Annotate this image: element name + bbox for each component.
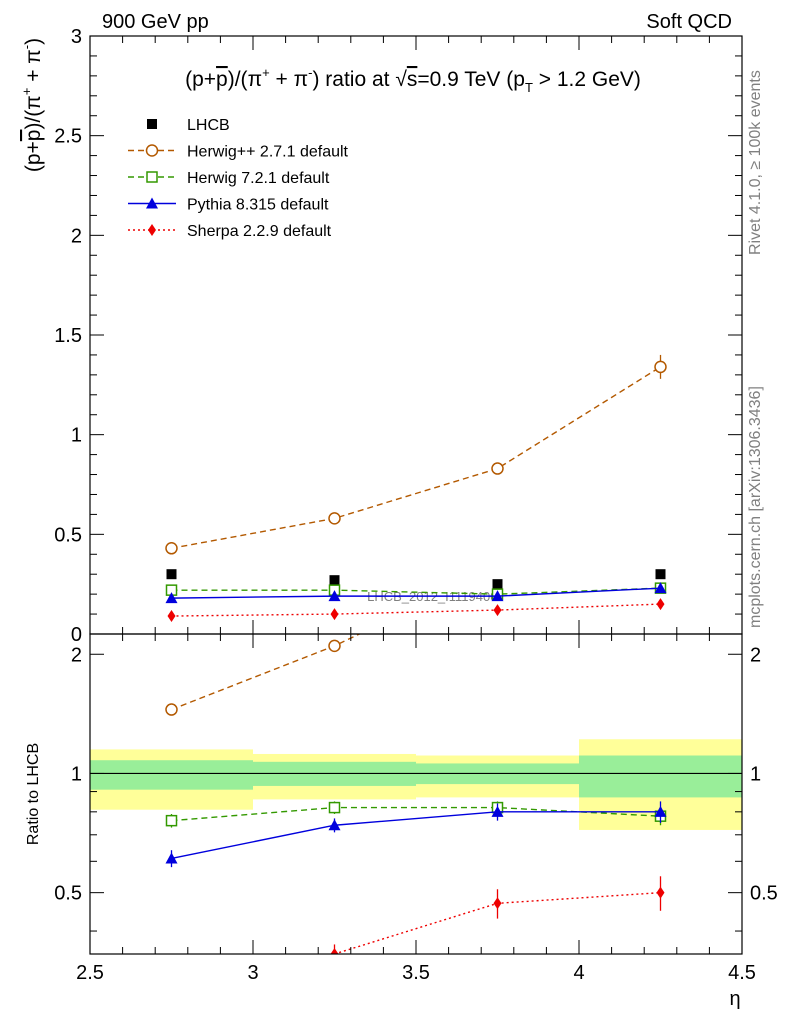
main-y-label: (p+p)/(π+ + π-) [19, 38, 45, 172]
main-herwig-2-7-1-default-point [165, 542, 178, 555]
header-right: Soft QCD [646, 11, 732, 33]
ratio-sherpa-2-2-9-default-point [656, 886, 665, 899]
main-herwig-2-7-1-default-point [491, 462, 504, 475]
legend-pythia-8-315-default-marker [146, 197, 158, 209]
main-lhcb-point [329, 575, 340, 586]
ratio-herwig-7-2-1-default-line [171, 806, 661, 822]
ratio-herwig-7-2-1-default-point [165, 814, 178, 827]
ratio-herwig-2-7-1-default-point [492, 563, 503, 574]
ratio-bands-group [90, 739, 742, 830]
ratio-xtick-label: 4 [573, 962, 584, 984]
main-pythia-8-315-default-point [654, 582, 667, 594]
main-lhcb-point [655, 569, 666, 580]
legend: LHCB Herwig++ 2.7.1 default Herwig 7.2.1 d… [128, 117, 349, 240]
main-ytick-label: 0 [71, 624, 82, 646]
main-sherpa-2-2-9-default-point [167, 610, 176, 623]
side-text-top: Rivet 4.1.0, ≥ 100k events [747, 70, 764, 255]
main-pythia-8-315-default-point [165, 592, 178, 604]
ratio-herwig-2-7-1-default-line [171, 634, 362, 711]
x-axis-label: η [729, 988, 740, 1010]
ratio-herwig-7-2-1-default-point [328, 801, 341, 814]
side-text-bottom: mcplots.cern.ch [arXiv:1306.3436] [747, 386, 764, 628]
main-herwig-2-7-1-default-point [654, 360, 667, 374]
ratio-ytick-label-left: 2 [71, 644, 82, 666]
ratio-axes: 0.5 0.5 1 1 2 2 2.5 3 3.5 4 4.5 [54, 634, 778, 984]
chart-title: (p+p)/(π+ + π-) ratio at √s=0.9 TeV (pT … [185, 65, 641, 95]
ratio-xtick-label: 2.5 [76, 962, 104, 984]
legend-sherpa-2-2-9-default-label: Sherpa 2.2.9 default [187, 223, 332, 240]
ratio-pythia-8-315-default-point [328, 819, 341, 831]
main-sherpa-2-2-9-default-line [171, 603, 661, 617]
ratio-band-inner [579, 755, 742, 798]
legend-sherpa-2-2-9-default-marker [148, 224, 156, 236]
ratio-ytick-label-left: 0.5 [54, 883, 82, 905]
main-lhcb-point [492, 579, 503, 590]
main-herwig-2-7-1-default-point [328, 512, 341, 525]
ratio-y-label: Ratio to LHCB [25, 743, 42, 845]
main-lhcb-point [166, 569, 177, 580]
legend-herwig-2-7-1-default-marker [145, 144, 159, 157]
ratio-xtick-label: 4.5 [728, 962, 756, 984]
main-ytick-label: 1.5 [54, 325, 82, 347]
main-pythia-8-315-default-point [328, 590, 341, 602]
main-herwig-7-2-1-default-line [171, 587, 661, 595]
main-ytick-label: 2 [71, 225, 82, 247]
ratio-herwig-2-7-1-default-point [165, 703, 178, 716]
main-ytick-label: 2.5 [54, 126, 82, 148]
main-pythia-8-315-default-line [171, 587, 661, 599]
main-sherpa-2-2-9-default-point [493, 604, 502, 617]
ratio-sherpa-2-2-9-default-point [493, 897, 502, 910]
legend-pythia-8-315-default-label: Pythia 8.315 default [187, 197, 329, 214]
ratio-series-group [165, 513, 667, 987]
ratio-pythia-8-315-default-point [654, 805, 667, 817]
main-pythia-8-315-default-point [491, 590, 504, 602]
legend-lhcb-marker [147, 119, 157, 129]
main-sherpa-2-2-9-default-point [330, 608, 339, 621]
main-herwig-2-7-1-default-line [171, 366, 661, 549]
ratio-xtick-label: 3.5 [402, 962, 430, 984]
legend-herwig-7-2-1-default-label: Herwig 7.2.1 default [187, 170, 330, 187]
ratio-ytick-label-right: 0.5 [750, 883, 778, 905]
main-series-group [165, 354, 667, 623]
main-axes: 0 0.5 1 1.5 2 2.5 3 [54, 26, 743, 646]
main-ytick-label: 3 [71, 26, 82, 48]
ratio-pythia-8-315-default-line [171, 811, 661, 860]
ratio-pythia-8-315-default-point [165, 852, 178, 864]
ratio-band-inner [90, 760, 253, 790]
legend-herwig-7-2-1-default-marker [146, 171, 158, 183]
legend-lhcb-label: LHCB [187, 117, 230, 134]
header-left: 900 GeV pp [102, 11, 209, 33]
ratio-pythia-8-315-default-point [491, 805, 504, 817]
ratio-herwig-2-7-1-default-point [655, 513, 666, 524]
legend-herwig-2-7-1-default-label: Herwig++ 2.7.1 default [187, 144, 349, 161]
main-sherpa-2-2-9-default-point [656, 598, 665, 611]
main-ytick-label: 1 [71, 425, 82, 447]
main-ytick-label: 0.5 [54, 524, 82, 546]
ratio-ytick-label-right: 2 [750, 644, 761, 666]
ratio-ytick-label-right: 1 [750, 763, 761, 785]
ratio-sherpa-2-2-9-default-point [168, 975, 176, 987]
ratio-sherpa-2-2-9-default-line [330, 891, 661, 954]
ratio-ytick-label-left: 1 [71, 763, 82, 785]
ratio-sherpa-2-2-9-default-point [330, 948, 339, 954]
ratio-herwig-2-7-1-default-point [328, 639, 341, 653]
ratio-xtick-label: 3 [247, 962, 258, 984]
